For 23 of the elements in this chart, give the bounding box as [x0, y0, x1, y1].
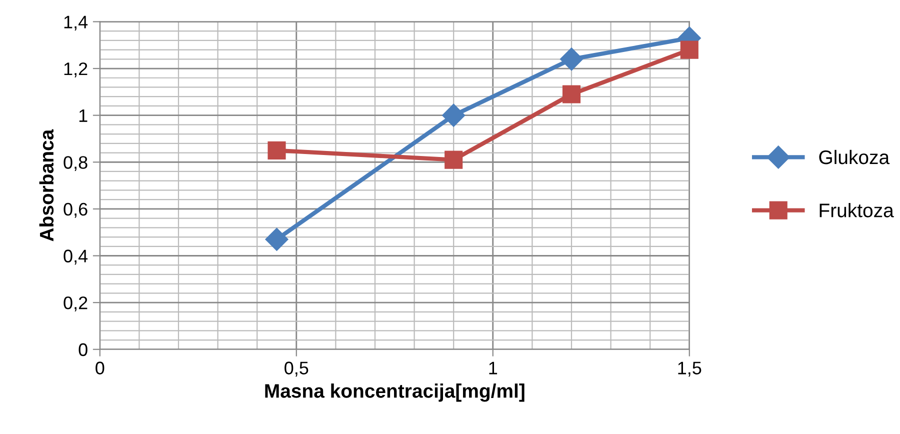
- x-tick-label: 0: [96, 362, 104, 374]
- y-tick-label: 1: [79, 109, 88, 122]
- point: [680, 40, 698, 59]
- legend-label: Glukoza: [819, 150, 890, 164]
- point: [562, 85, 581, 104]
- x-tick-label: 1,5: [678, 362, 702, 377]
- y-tick-label: 1,4: [64, 16, 88, 31]
- x-tick-label: 0,5: [284, 362, 308, 377]
- y-tick-label: 0,2: [64, 296, 88, 312]
- y-tick-label: 1,2: [64, 62, 88, 78]
- legend-label: Fruktoza: [820, 203, 894, 218]
- point: [442, 104, 466, 127]
- y-tick-label: 0: [78, 343, 88, 356]
- y-tick-label: 0,6: [64, 202, 88, 218]
- y-tick-label: 0,4: [64, 250, 88, 265]
- y-tick-label: 0,8: [64, 156, 88, 171]
- point: [268, 141, 286, 160]
- x-tick-label: 1: [489, 362, 498, 374]
- point: [444, 150, 463, 169]
- y-axis-title: Absorbanca: [39, 129, 54, 242]
- x-axis-title: Masna koncentracija[mg/ml]: [265, 384, 524, 402]
- point: [265, 228, 288, 251]
- point: [560, 48, 583, 71]
